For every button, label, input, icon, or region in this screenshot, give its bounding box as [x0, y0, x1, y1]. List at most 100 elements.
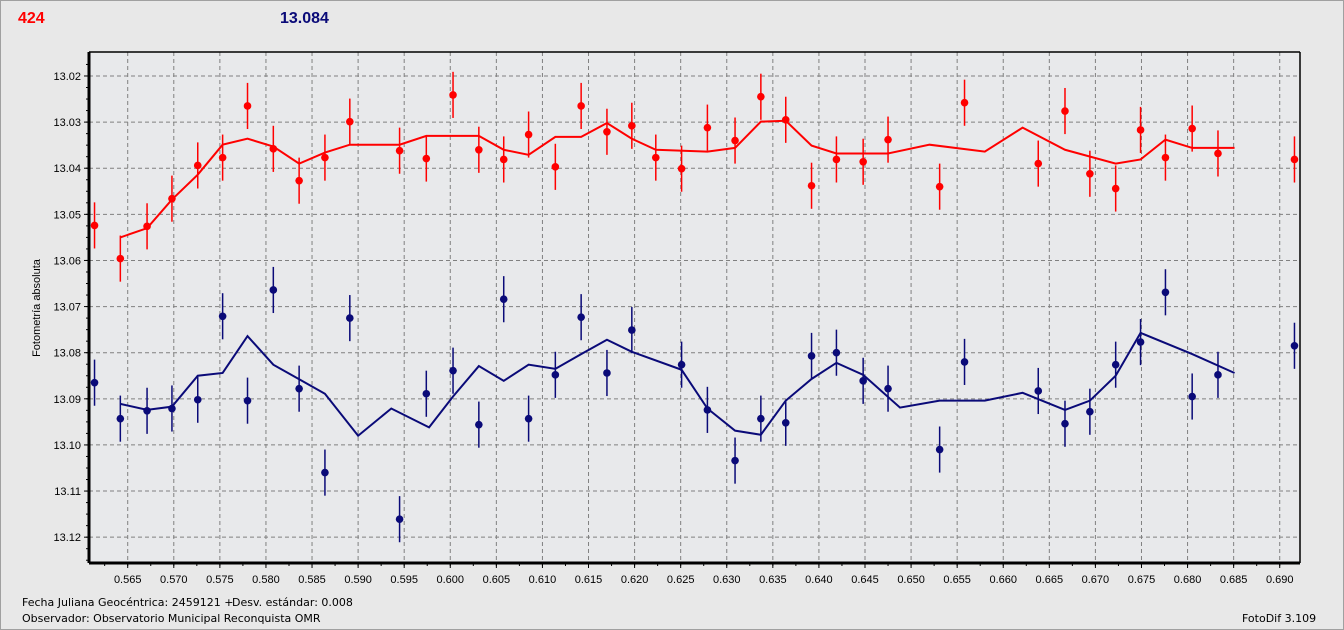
- data-point: [143, 222, 151, 231]
- data-point: [395, 146, 404, 155]
- julian-date-label: Fecha Juliana Geocéntrica: 2459121 +: [22, 596, 234, 609]
- data-point: [960, 98, 969, 107]
- data-point: [90, 221, 99, 230]
- observer-label: Observador: Observatorio Municipal Recon…: [22, 612, 321, 625]
- y-tick-label: 13.09: [53, 394, 81, 406]
- data-point: [116, 414, 125, 423]
- y-tick-label: 13.10: [53, 440, 81, 452]
- data-point: [677, 360, 686, 369]
- data-point: [603, 127, 611, 136]
- axes: 0.565 0.570 0.575 0.580 0.585 0.590 0.595 0.600…: [53, 51, 1301, 586]
- x-tick-label: 0.665: [1036, 574, 1064, 586]
- data-point: [218, 312, 227, 321]
- x-tick-label: 0.605: [483, 574, 511, 586]
- data-point: [628, 326, 636, 334]
- data-point: [832, 155, 841, 164]
- data-point: [524, 414, 533, 423]
- data-point: [243, 396, 252, 405]
- data-point: [499, 295, 508, 303]
- x-tick-label: 0.655: [943, 574, 971, 586]
- header-left-value: 424: [18, 10, 45, 27]
- x-tick-label: 0.630: [713, 574, 741, 586]
- data-point: [346, 117, 354, 126]
- x-tick-label: 0.660: [989, 574, 1017, 586]
- data-point: [243, 102, 252, 110]
- data-point: [346, 314, 354, 322]
- data-point: [1061, 107, 1069, 115]
- x-tick-label: 0.610: [529, 574, 557, 586]
- x-tick-label: 0.620: [621, 574, 649, 586]
- data-point: [731, 136, 739, 145]
- data-point: [321, 468, 329, 477]
- data-point: [269, 286, 278, 294]
- y-axis-label: Fotometría absoluta: [31, 258, 43, 357]
- data-point: [1161, 288, 1170, 297]
- data-point: [422, 389, 431, 398]
- data-point: [1161, 153, 1170, 162]
- data-point: [449, 91, 457, 99]
- data-point: [935, 182, 944, 191]
- y-tick-label: 13.11: [54, 486, 81, 498]
- data-point: [143, 407, 151, 415]
- data-point: [475, 420, 483, 429]
- data-point: [703, 123, 712, 132]
- data-point: [1061, 419, 1069, 428]
- fit-line-series-0: [120, 119, 1235, 239]
- data-point: [1136, 126, 1145, 134]
- data-point: [960, 358, 969, 366]
- x-tick-label: 0.640: [805, 574, 833, 586]
- data-point: [1188, 124, 1196, 133]
- data-point: [651, 153, 660, 162]
- header-right-value: 13.084: [280, 10, 329, 27]
- x-tick-label: 0.670: [1082, 574, 1110, 586]
- data-point: [832, 348, 841, 357]
- data-point: [1290, 155, 1299, 164]
- data-point: [193, 161, 202, 170]
- x-tick-label: 0.645: [851, 574, 879, 586]
- data-point: [499, 155, 508, 164]
- data-point: [551, 163, 560, 171]
- data-point: [807, 181, 816, 190]
- data-point: [1086, 169, 1094, 178]
- x-tick-label: 0.675: [1128, 574, 1156, 586]
- y-tick-label: 13.08: [53, 348, 81, 360]
- data-point: [628, 121, 636, 130]
- data-point: [524, 130, 533, 139]
- data-point: [859, 377, 867, 385]
- data-point: [859, 157, 867, 166]
- x-tick-label: 0.595: [390, 574, 418, 586]
- data-point: [577, 313, 585, 321]
- y-tick-label: 13.04: [53, 163, 81, 175]
- data-point: [1034, 387, 1043, 395]
- x-tick-label: 0.585: [298, 574, 326, 586]
- x-tick-label: 0.565: [114, 574, 142, 586]
- data-point: [1111, 360, 1120, 369]
- data-marks: [90, 71, 1299, 543]
- data-point: [193, 395, 202, 404]
- data-point: [935, 445, 944, 454]
- x-tick-label: 0.615: [575, 574, 603, 586]
- plot-area: [89, 52, 1300, 563]
- data-point: [321, 153, 329, 162]
- data-point: [395, 515, 404, 523]
- data-point: [884, 135, 892, 144]
- data-point: [1290, 341, 1299, 350]
- data-point: [1136, 338, 1145, 346]
- data-point: [1034, 159, 1043, 168]
- x-tick-label: 0.580: [252, 574, 280, 586]
- data-point: [116, 254, 125, 263]
- data-point: [168, 404, 176, 413]
- x-tick-label: 0.635: [759, 574, 787, 586]
- data-point: [551, 371, 560, 379]
- data-point: [577, 102, 585, 110]
- data-point: [295, 176, 303, 185]
- x-tick-label: 0.625: [667, 574, 695, 586]
- data-point: [475, 145, 483, 154]
- x-tick-label: 0.690: [1266, 574, 1294, 586]
- data-point: [422, 154, 431, 163]
- x-tick-label: 0.600: [437, 574, 465, 586]
- data-point: [757, 414, 765, 423]
- data-point: [1111, 184, 1120, 193]
- y-tick-label: 13.12: [53, 532, 81, 544]
